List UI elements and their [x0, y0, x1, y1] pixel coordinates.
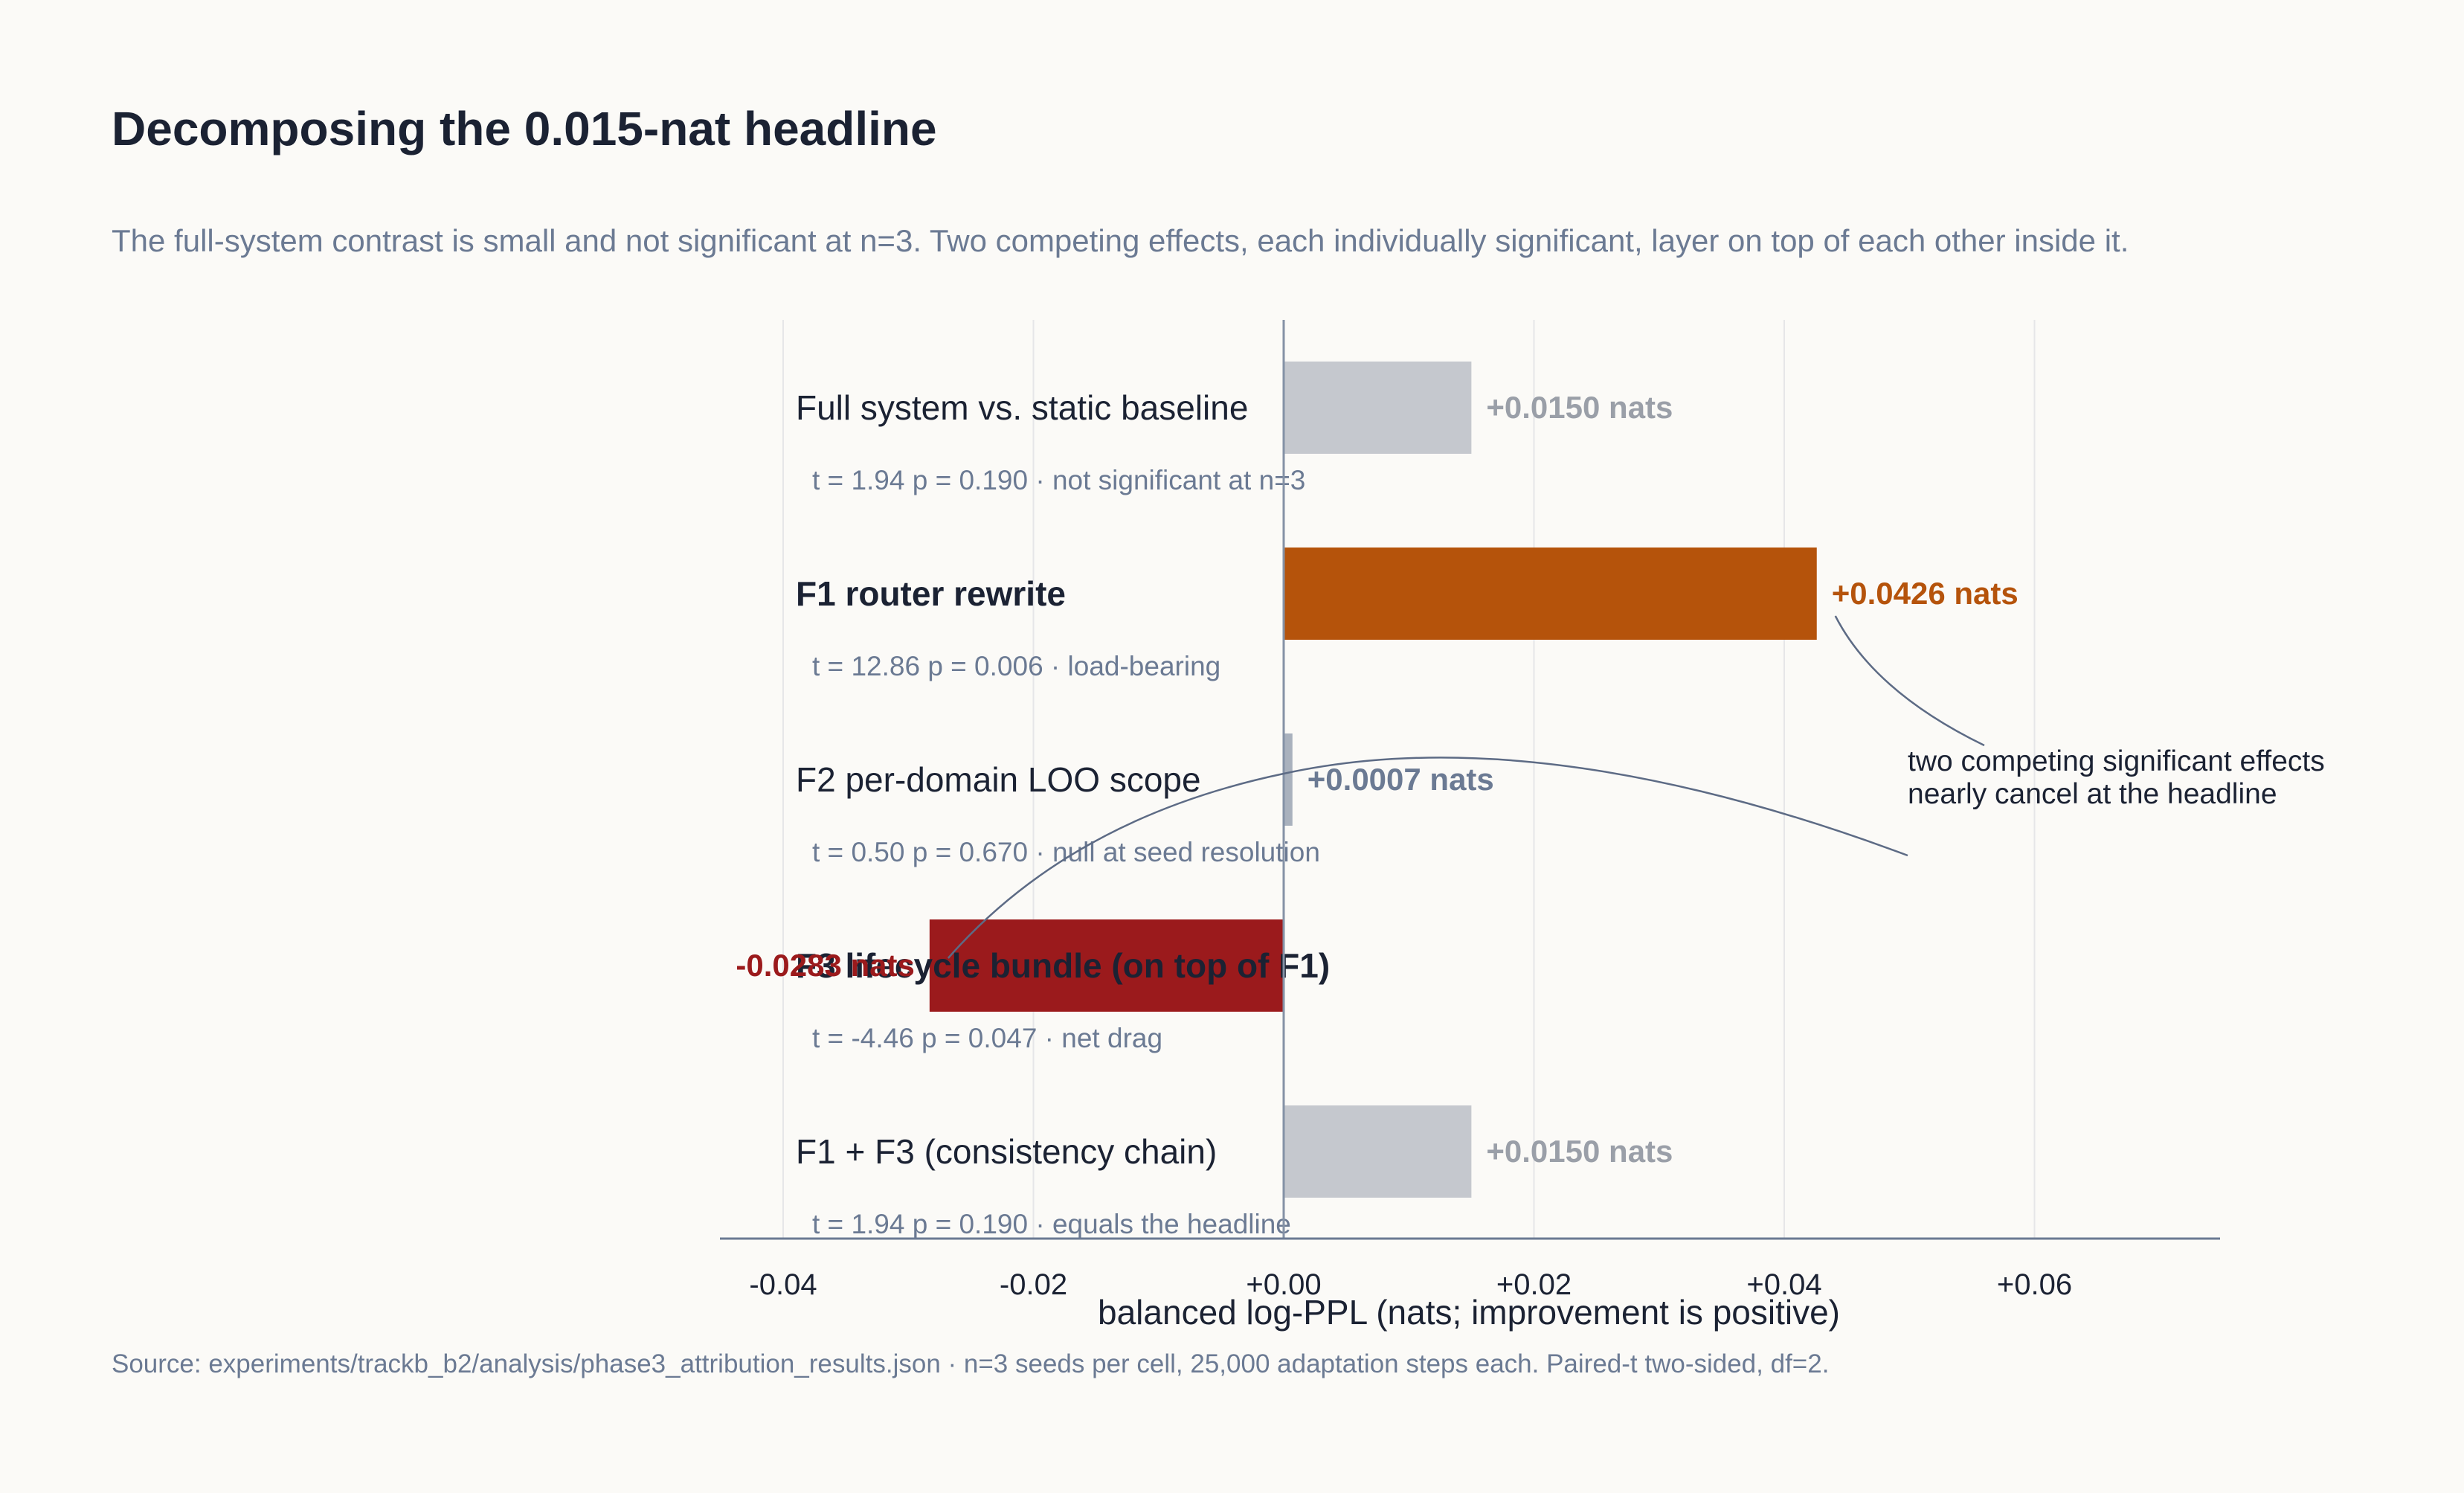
row-label: F1 router rewrite — [796, 574, 1066, 613]
chart-subtitle: The full-system contrast is small and no… — [112, 223, 2129, 258]
value-label: +0.0150 nats — [1486, 1134, 1673, 1169]
bar — [1284, 733, 1293, 826]
value-label: +0.0150 nats — [1486, 390, 1673, 425]
annotation: two competing significant effectsnearly … — [947, 615, 2325, 959]
x-tick-label: +0.04 — [1746, 1268, 1821, 1301]
row-label: F2 per-domain LOO scope — [796, 760, 1201, 799]
row-stats: t = 0.50 p = 0.670 · null at seed resolu… — [812, 837, 1320, 867]
bar — [929, 919, 1284, 1012]
value-label: -0.0283 nats — [736, 948, 914, 983]
row-label: F3 lifecycle bundle (on top of F1) — [796, 946, 1330, 985]
annotation-text: nearly cancel at the headline — [1908, 778, 2277, 810]
value-label: +0.0426 nats — [1832, 576, 2019, 611]
row-stats: t = 1.94 p = 0.190 · not significant at … — [812, 465, 1305, 495]
row-stats: t = -4.46 p = 0.047 · net drag — [812, 1023, 1162, 1053]
gridlines — [782, 320, 2036, 1239]
bar — [1284, 362, 1472, 454]
row-stats: t = 12.86 p = 0.006 · load-bearing — [812, 651, 1220, 681]
annotation-arrow — [1834, 615, 1985, 747]
source-note: Source: experiments/trackb_b2/analysis/p… — [112, 1349, 1830, 1378]
x-tick-label: +0.00 — [1246, 1268, 1321, 1301]
x-tick-label: -0.02 — [1000, 1268, 1067, 1301]
chart-title: Decomposing the 0.015-nat headline — [112, 102, 937, 155]
x-tick-label: +0.06 — [1997, 1268, 2072, 1301]
x-axis-label: balanced log-PPL (nats; improvement is p… — [1098, 1293, 1840, 1332]
x-tick-label: -0.04 — [749, 1268, 817, 1301]
x-tick-label: +0.02 — [1496, 1268, 1572, 1301]
row-label: Full system vs. static baseline — [796, 388, 1248, 427]
row-stats: t = 1.94 p = 0.190 · equals the headline — [812, 1209, 1291, 1239]
annotation-text: two competing significant effects — [1908, 745, 2325, 777]
x-axis: -0.04 -0.02 +0.00 +0.02 +0.04 +0.06 balanced l… — [720, 320, 2220, 1332]
bar — [1284, 548, 1817, 640]
bars — [929, 362, 1817, 1198]
row-label: F1 + F3 (consistency chain) — [796, 1132, 1217, 1171]
value-label: +0.0007 nats — [1307, 762, 1494, 797]
bar — [1284, 1105, 1472, 1198]
annotation-arrow — [947, 757, 1908, 959]
labels: Full system vs. static baseline t = 1.94 … — [736, 388, 2018, 1239]
